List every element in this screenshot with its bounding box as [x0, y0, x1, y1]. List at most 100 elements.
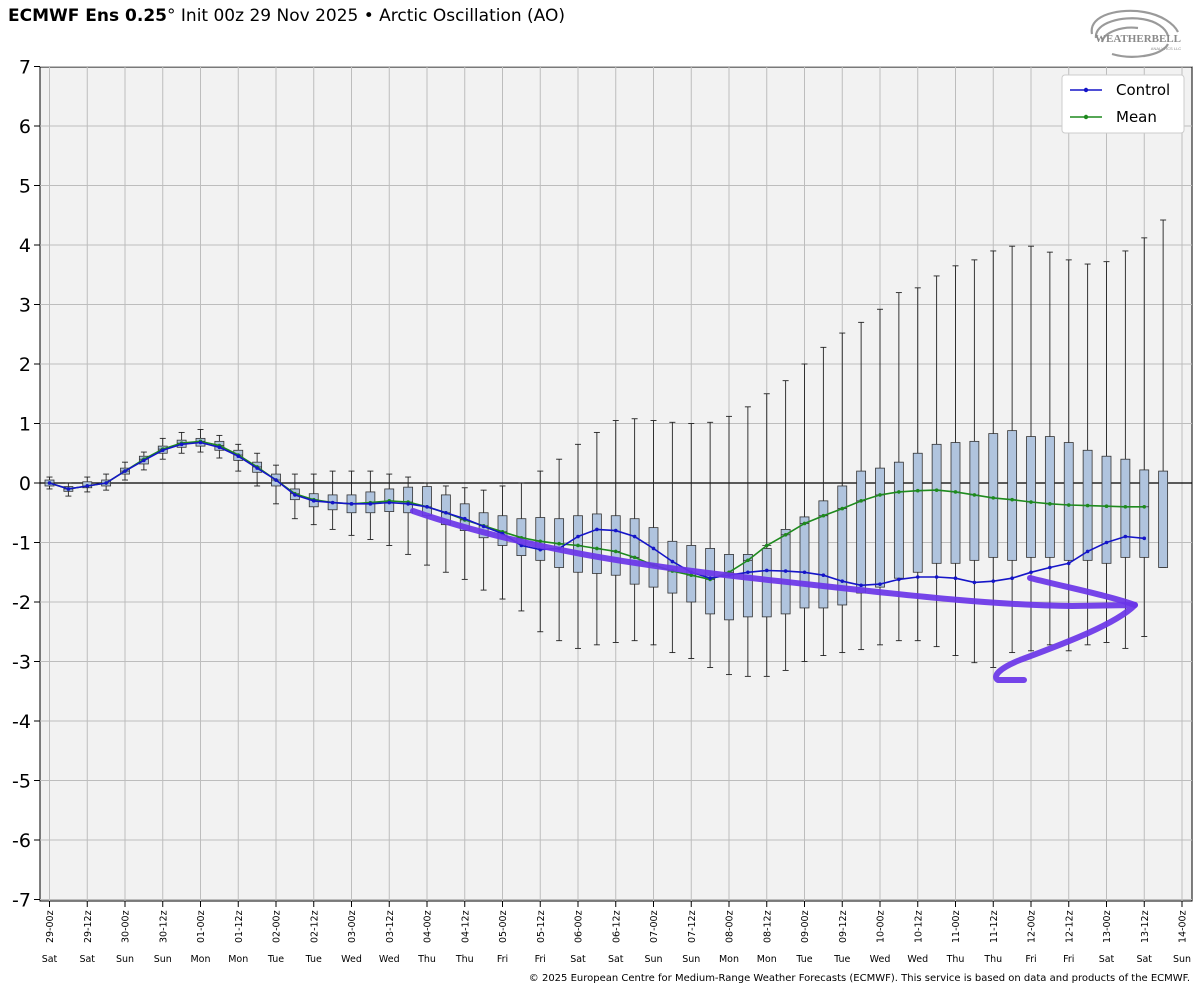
- x-tick-label: 29-12z: [83, 910, 94, 943]
- annotation-arrow: [410, 508, 1138, 683]
- ensemble-box: [535, 517, 546, 561]
- control-point: [764, 568, 769, 573]
- ensemble-box: [1139, 469, 1150, 558]
- x-day-label: Thu: [983, 954, 1002, 965]
- control-point: [160, 448, 165, 453]
- control-point: [878, 582, 882, 586]
- control-point: [991, 579, 996, 583]
- x-tick-label: 10-00z: [876, 910, 887, 943]
- mean-point: [859, 499, 863, 503]
- y-tick-label: 2: [19, 354, 31, 376]
- x-day-label: Sun: [682, 954, 700, 965]
- x-day-label: Sun: [154, 954, 172, 965]
- control-point: [274, 478, 278, 482]
- legend-control: Control: [1116, 81, 1170, 99]
- control-point: [255, 466, 259, 470]
- ensemble-box: [648, 527, 659, 588]
- mean-point: [972, 493, 977, 497]
- x-day-label: Thu: [455, 954, 474, 965]
- mean-point: [821, 513, 826, 518]
- mean-point: [595, 546, 599, 551]
- ensemble-box: [912, 452, 923, 573]
- x-day-label: Sat: [570, 954, 586, 965]
- x-tick-label: 09-00z: [800, 910, 811, 943]
- mean-point: [991, 496, 996, 500]
- x-day-label: Sun: [1173, 954, 1191, 965]
- control-point: [462, 516, 467, 521]
- mean-point: [783, 532, 788, 537]
- x-day-label: Wed: [379, 954, 400, 965]
- x-day-label: Sun: [644, 954, 662, 965]
- y-tick-label: 3: [19, 295, 31, 317]
- x-tick-label: 12-00z: [1027, 910, 1038, 943]
- y-tick-label: 5: [19, 176, 31, 198]
- x-tick-label: 02-00z: [272, 910, 283, 943]
- control-point: [595, 527, 599, 532]
- x-day-label: Mon: [228, 954, 248, 965]
- control-point: [670, 559, 675, 564]
- x-day-label: Fri: [1063, 954, 1074, 965]
- x-tick-label: 03-00z: [347, 910, 358, 943]
- ensemble-box: [931, 443, 942, 564]
- x-tick-label: 09-12z: [838, 910, 849, 943]
- control-point: [142, 458, 146, 463]
- mean-point: [840, 506, 845, 511]
- x-day-label: Tue: [267, 954, 284, 965]
- x-day-label: Sat: [1099, 954, 1115, 965]
- y-tick-label: -5: [12, 771, 31, 793]
- x-day-label: Fri: [497, 954, 508, 965]
- x-tick-label: 05-12z: [536, 910, 547, 943]
- control-point: [66, 487, 71, 491]
- mean-point: [878, 493, 882, 497]
- ensemble-box: [1063, 442, 1074, 561]
- mean-point: [897, 490, 901, 494]
- control-point: [1010, 576, 1014, 580]
- mean-point: [746, 558, 750, 563]
- control-point: [85, 484, 90, 488]
- control-point: [349, 502, 354, 506]
- control-point: [897, 577, 901, 582]
- control-point: [859, 583, 863, 588]
- ensemble-box: [1007, 430, 1018, 561]
- y-tick-label: -3: [12, 652, 31, 674]
- control-point: [425, 505, 429, 509]
- ensemble-box: [629, 518, 640, 585]
- control-point: [1142, 536, 1147, 541]
- control-point: [576, 534, 580, 539]
- ensemble-box: [988, 433, 999, 558]
- ensemble-box: [837, 485, 848, 606]
- x-day-label: Wed: [907, 954, 928, 965]
- x-day-label: Sun: [116, 954, 134, 965]
- control-point: [746, 570, 750, 575]
- x-tick-label: 29-00z: [45, 910, 56, 943]
- mean-point: [557, 541, 561, 546]
- mean-point: [802, 521, 807, 526]
- control-point: [406, 502, 410, 506]
- control-point: [783, 569, 788, 573]
- x-tick-label: 12-12z: [1064, 910, 1075, 943]
- control-point: [1048, 565, 1052, 570]
- series-lines: [47, 439, 1147, 588]
- ensemble-box: [856, 470, 867, 594]
- ensemble-box: [742, 554, 753, 618]
- degree-symbol: °: [167, 6, 176, 26]
- annotation-arrow-head: [1027, 575, 1138, 608]
- mean-point: [538, 539, 543, 544]
- legend-mean: Mean: [1116, 108, 1157, 126]
- x-day-label: Wed: [341, 954, 362, 965]
- mean-point: [915, 488, 920, 493]
- control-point: [104, 481, 108, 485]
- mean-point: [1085, 503, 1090, 508]
- variable-name: Arctic Oscillation (AO): [379, 6, 566, 26]
- x-day-label: Thu: [946, 954, 965, 965]
- x-tick-label: 13-12z: [1140, 910, 1151, 943]
- mean-point: [764, 543, 769, 548]
- control-point: [1123, 534, 1128, 539]
- x-tick-label: 08-00z: [725, 910, 736, 943]
- control-point: [934, 575, 939, 579]
- ensemble-box: [875, 467, 885, 588]
- x-day-label: Tue: [305, 954, 322, 965]
- y-tick-label: 4: [19, 235, 31, 257]
- x-tick-label: 04-00z: [423, 910, 434, 943]
- title-bullet: •: [363, 6, 374, 26]
